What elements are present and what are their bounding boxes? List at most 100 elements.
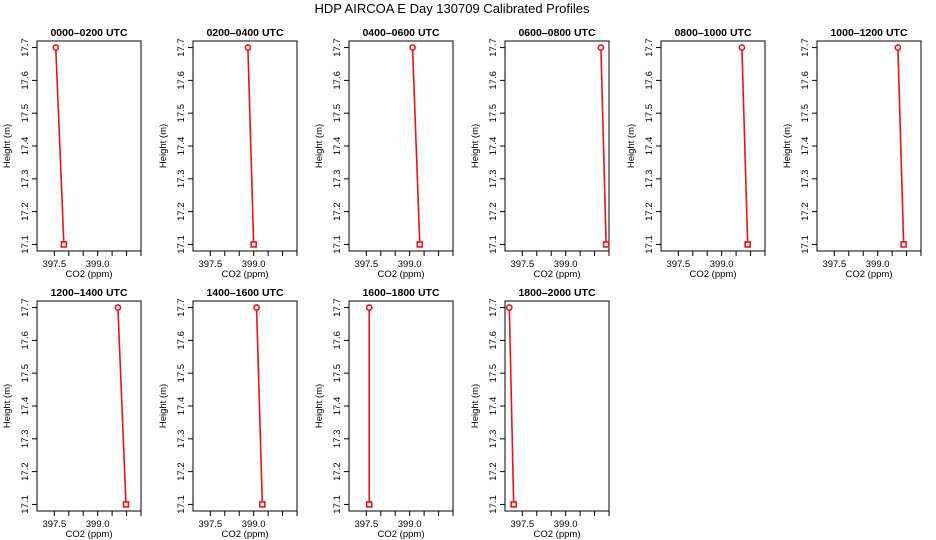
x-tick-label: 399.0 [710, 259, 734, 270]
data-point-bottom [416, 241, 424, 248]
y-tick-label: 17.2 [644, 202, 655, 221]
x-tick-label: 399.0 [86, 259, 110, 270]
chart-panel: 0600–0800 UTC 397.5 399.0 17.1 17.2 17.3 17.4 1… [470, 27, 610, 280]
profile-line [508, 306, 515, 506]
chart-panel: 0800–1000 UTC 397.5 399.0 17.1 17.2 17.3 17.4 1… [626, 27, 766, 280]
y-tick-label: 17.5 [332, 364, 343, 383]
y-tick-label: 17.7 [488, 38, 499, 57]
plot-frame [36, 40, 142, 252]
profile-line [54, 46, 65, 246]
profile-line [411, 46, 421, 246]
y-tick-label: 17.6 [332, 71, 343, 90]
y-tick-label: 17.1 [176, 235, 187, 254]
profile-line [897, 46, 905, 246]
y-tick-label: 17.7 [176, 298, 187, 317]
x-tick-label: 399.0 [554, 519, 578, 530]
y-tick-label: 17.3 [332, 170, 343, 189]
y-axis-label: Height (m) [158, 124, 169, 168]
data-point-bottom [900, 241, 907, 248]
x-tick-label: 399.0 [554, 259, 578, 270]
y-tick-label: 17.3 [20, 170, 31, 189]
x-tick-label: 399.0 [242, 259, 266, 270]
y-tick-label: 17.2 [332, 462, 343, 481]
y-axis-label: Height (m) [314, 124, 325, 168]
y-tick-label: 17.2 [176, 462, 187, 481]
plot-frame [660, 40, 766, 252]
x-tick-label: 399.0 [86, 519, 110, 530]
data-point-bottom [122, 501, 130, 508]
chart-panel: 0400–0600 UTC 397.5 399.0 17.1 17.2 17.3 17.4 1… [314, 27, 454, 280]
plot-frame [816, 40, 922, 252]
y-tick-label: 17.7 [176, 38, 187, 57]
data-point-top [409, 44, 416, 51]
y-tick-label: 17.7 [332, 38, 343, 57]
x-axis-label: CO2 (ppm) [534, 529, 581, 540]
y-tick-label: 17.1 [20, 235, 31, 254]
x-tick-label: 397.5 [42, 519, 66, 530]
x-axis-label: CO2 (ppm) [66, 529, 113, 540]
y-tick-label: 17.7 [20, 298, 31, 317]
x-axis-label: CO2 (ppm) [378, 269, 425, 280]
y-tick-label: 17.7 [800, 38, 811, 57]
y-tick-label: 17.6 [20, 71, 31, 90]
x-tick-label: 397.5 [822, 259, 846, 270]
x-tick-label: 399.0 [398, 519, 422, 530]
x-tick-label: 399.0 [866, 259, 890, 270]
y-tick-label: 17.1 [644, 235, 655, 254]
y-tick-label: 17.4 [800, 137, 811, 156]
plot-frame [348, 40, 454, 252]
y-tick-label: 17.2 [488, 462, 499, 481]
y-axis-label: Height (m) [2, 124, 13, 168]
x-axis-label: CO2 (ppm) [378, 529, 425, 540]
panel-title: 0200–0400 UTC [206, 27, 283, 39]
y-tick-label: 17.5 [488, 364, 499, 383]
x-axis-label: CO2 (ppm) [66, 269, 113, 280]
plot-frame [504, 40, 610, 252]
y-tick-label: 17.6 [332, 331, 343, 350]
panel-title: 1200–1400 UTC [50, 287, 127, 299]
x-axis-label: CO2 (ppm) [222, 269, 269, 280]
y-tick-label: 17.7 [644, 38, 655, 57]
chart-panel: 1400–1600 UTC 397.5 399.0 17.1 17.2 17.3 17.4 1… [158, 287, 298, 540]
y-tick-label: 17.6 [176, 71, 187, 90]
y-tick-label: 17.3 [176, 430, 187, 449]
y-axis-label: Height (m) [158, 384, 169, 428]
y-tick-label: 17.2 [20, 462, 31, 481]
x-axis-label: CO2 (ppm) [690, 269, 737, 280]
data-point-top [114, 304, 122, 311]
x-axis-label: CO2 (ppm) [846, 269, 893, 280]
panel-title: 0000–0200 UTC [50, 27, 127, 39]
x-tick-label: 397.5 [510, 259, 534, 270]
data-point-top [738, 44, 746, 51]
y-tick-label: 17.3 [20, 430, 31, 449]
y-axis-label: Height (m) [626, 124, 637, 168]
data-point-bottom [602, 241, 610, 248]
data-point-bottom [60, 241, 68, 248]
y-tick-label: 17.3 [488, 430, 499, 449]
panel-title: 1800–2000 UTC [518, 287, 595, 299]
x-tick-label: 397.5 [510, 519, 534, 530]
chart-panel: 1200–1400 UTC 397.5 399.0 17.1 17.2 17.3 17.4 1… [2, 287, 142, 540]
data-point-top [253, 304, 260, 311]
panel-title: 0400–0600 UTC [362, 27, 439, 39]
data-point-top [505, 304, 513, 311]
y-tick-label: 17.5 [176, 104, 187, 123]
y-tick-label: 17.2 [488, 202, 499, 221]
y-tick-label: 17.3 [332, 430, 343, 449]
x-tick-label: 399.0 [242, 519, 266, 530]
y-tick-label: 17.4 [20, 137, 31, 156]
y-tick-label: 17.4 [176, 137, 187, 156]
y-axis-label: Height (m) [470, 124, 481, 168]
y-tick-label: 17.3 [644, 170, 655, 189]
y-tick-label: 17.6 [800, 71, 811, 90]
y-tick-label: 17.1 [800, 235, 811, 254]
y-tick-label: 17.6 [176, 331, 187, 350]
y-tick-label: 17.5 [20, 364, 31, 383]
y-axis-label: Height (m) [2, 384, 13, 428]
y-tick-label: 17.5 [176, 364, 187, 383]
chart-panel: 1800–2000 UTC 397.5 399.0 17.1 17.2 17.3 17.4 1… [470, 287, 610, 540]
y-tick-label: 17.7 [332, 298, 343, 317]
y-tick-label: 17.5 [800, 104, 811, 123]
y-tick-label: 17.5 [20, 104, 31, 123]
